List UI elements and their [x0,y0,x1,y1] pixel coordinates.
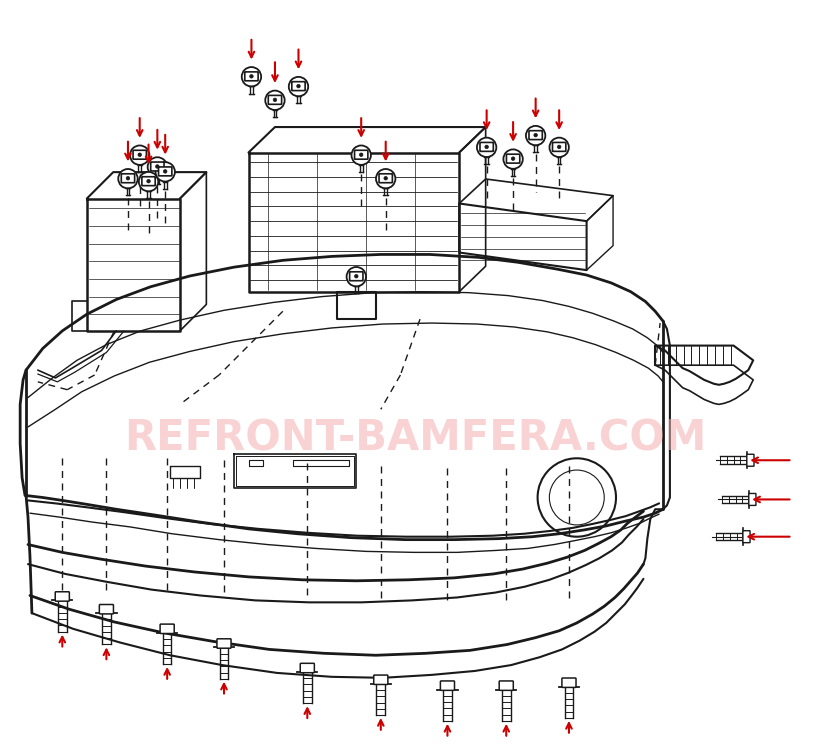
Circle shape [155,162,175,181]
Circle shape [384,177,387,180]
FancyBboxPatch shape [160,624,174,634]
Circle shape [351,145,371,165]
FancyBboxPatch shape [99,604,113,614]
Circle shape [549,138,569,157]
FancyBboxPatch shape [748,494,756,506]
FancyBboxPatch shape [374,675,388,685]
Circle shape [249,75,253,78]
Circle shape [130,145,150,165]
Circle shape [147,180,150,183]
FancyBboxPatch shape [480,142,493,151]
Circle shape [503,149,522,169]
FancyBboxPatch shape [121,174,134,183]
FancyBboxPatch shape [150,162,164,171]
FancyBboxPatch shape [553,142,566,151]
Circle shape [155,165,159,169]
FancyBboxPatch shape [747,455,754,466]
Circle shape [138,153,141,157]
FancyBboxPatch shape [354,151,368,160]
FancyBboxPatch shape [499,681,513,691]
FancyBboxPatch shape [133,151,146,160]
FancyBboxPatch shape [529,130,543,139]
FancyBboxPatch shape [268,95,281,104]
Circle shape [558,145,561,148]
FancyBboxPatch shape [291,82,305,91]
Circle shape [485,145,488,148]
FancyBboxPatch shape [55,592,70,601]
Circle shape [526,126,545,145]
FancyBboxPatch shape [300,664,314,673]
Circle shape [265,91,285,110]
Circle shape [126,177,129,180]
Circle shape [164,169,167,173]
FancyBboxPatch shape [562,678,576,688]
Circle shape [347,267,366,286]
Text: REFRONT-BAMFERA.COM: REFRONT-BAMFERA.COM [124,418,706,460]
FancyBboxPatch shape [159,167,172,176]
Circle shape [289,77,308,97]
FancyBboxPatch shape [440,681,454,691]
FancyBboxPatch shape [507,154,520,163]
FancyBboxPatch shape [379,174,392,183]
Circle shape [376,169,396,189]
Circle shape [360,153,363,157]
Circle shape [512,157,515,160]
Circle shape [273,98,276,102]
Circle shape [139,172,158,191]
Circle shape [297,85,300,88]
Circle shape [477,138,496,157]
Circle shape [118,169,138,189]
FancyBboxPatch shape [142,177,155,186]
Circle shape [354,274,358,278]
Circle shape [242,67,261,86]
FancyBboxPatch shape [349,272,363,281]
FancyBboxPatch shape [217,639,231,648]
FancyBboxPatch shape [743,531,750,543]
Circle shape [148,157,167,177]
Circle shape [534,133,538,137]
FancyBboxPatch shape [244,72,258,81]
